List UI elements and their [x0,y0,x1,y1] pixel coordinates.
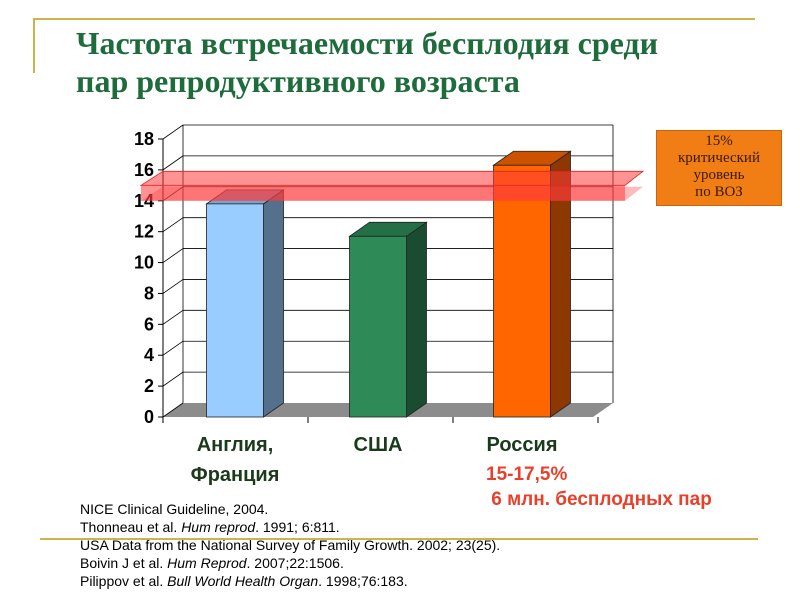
slide-title: Частота встречаемости бесплодия среди па… [76,24,776,100]
x-category-label-line: Англия, [196,434,274,456]
y-tick-label: 12 [134,222,154,242]
bar [349,235,407,418]
title-line-2: пар репродуктивного возраста [76,63,520,99]
gridline-diagonal [162,248,184,263]
x-category-label-line: Франция [190,464,280,486]
bottom-rule [40,538,758,540]
x-category-label: США [308,430,448,460]
bar-side [406,221,427,418]
x-category-label-line: США [353,434,403,456]
gridline-diagonal [162,402,184,418]
russia-note-percent: 15-17,5% [486,464,568,485]
reference-item: Thonneau et al. Hum reprod. 1991; 6:811. [80,519,340,535]
russia-note-couples: 6 млн. бесплодных пар [486,489,712,510]
y-tick-label: 4 [144,345,154,365]
reference-item: Boivin J et al. Hum Reprod. 2007;22:1506… [80,555,344,571]
y-tick-label: 16 [134,160,154,180]
bar [206,203,264,418]
gridline-diagonal [162,124,184,140]
gridline-diagonal [162,310,184,325]
y-tick-label: 8 [144,283,154,303]
y-tick-label: 6 [144,314,154,334]
callout-line: по ВОЗ [695,184,743,200]
x-category-label: Россия [452,430,592,460]
reference-band-front [141,185,625,201]
callout-line: уровень [693,167,745,183]
gridline-diagonal [162,279,184,294]
who-threshold-callout: 15% критический уровень по ВОЗ [656,130,782,206]
gridline-diagonal [162,371,184,387]
bar [493,164,551,418]
reference-item: USA Data from the National Survey of Fam… [80,537,501,553]
gridline-diagonal [162,340,184,356]
reference-item: Pilippov et al. Bull World Health Organ.… [80,573,408,589]
y-tick-label: 18 [134,129,154,149]
y-tick-label: 10 [134,253,154,273]
callout-line: 15% [705,133,733,149]
title-line-1: Частота встречаемости бесплодия среди [76,25,659,61]
russia-note: 15-17,5% 6 млн. бесплодных пар [486,462,712,512]
reference-item: NICE Clinical Guideline, 2004. [80,501,269,517]
left-rule [33,18,35,73]
y-tick-label: 0 [144,407,154,427]
references: NICE Clinical Guideline, 2004. Thonneau … [80,500,500,590]
top-rule [35,18,755,20]
x-category-label-line: Россия [486,434,558,456]
gridline-diagonal [162,217,184,232]
reference-band-top [139,170,645,186]
callout-line: критический [678,150,760,166]
x-category-label: Англия, Франция [165,430,305,490]
y-tick-label: 2 [144,376,154,396]
bar-side [263,189,284,418]
gridline-diagonal [162,155,184,171]
